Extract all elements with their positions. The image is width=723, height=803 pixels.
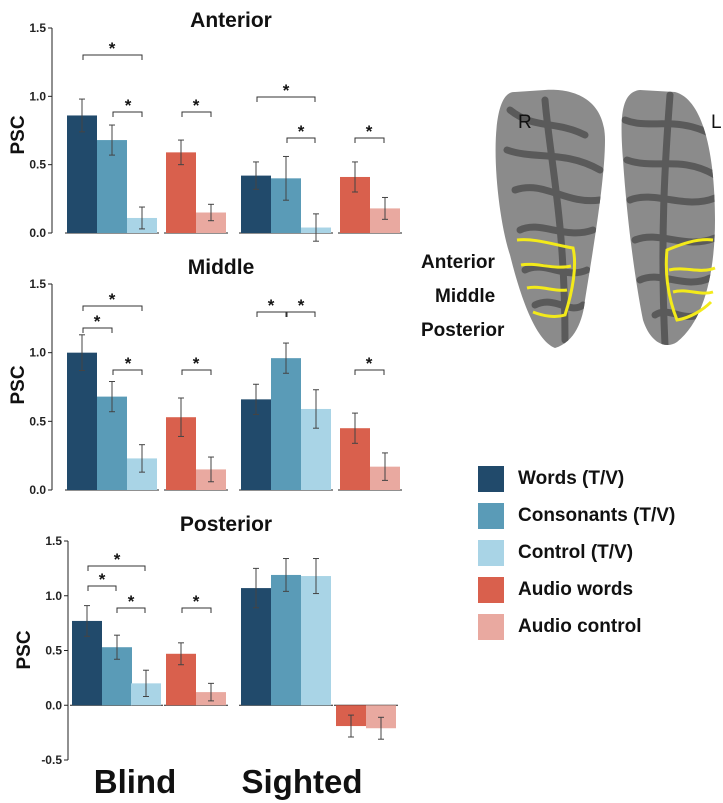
bar — [67, 115, 97, 233]
hemisphere-label-left: L — [711, 112, 722, 133]
legend-swatch — [478, 539, 504, 566]
significance-bracket — [87, 585, 117, 591]
bar — [271, 574, 301, 706]
significance-star: * — [366, 122, 373, 141]
y-tick-label: 0.5 — [29, 414, 46, 428]
bar — [67, 352, 97, 490]
bar — [366, 705, 396, 729]
significance-star: * — [125, 354, 132, 373]
chart-title: Anterior — [190, 9, 272, 32]
y-tick-label: 1.0 — [29, 89, 46, 103]
y-tick-label: 1.5 — [29, 277, 46, 291]
significance-bracket — [112, 111, 143, 117]
brain-surface-image — [495, 89, 716, 348]
y-tick-label: 0.5 — [45, 644, 62, 658]
region-outline-right — [516, 238, 577, 318]
significance-star: * — [109, 39, 116, 58]
group-label-blind: Blind — [94, 763, 176, 800]
significance-star: * — [193, 96, 200, 115]
legend-swatch — [478, 613, 504, 640]
group-label-sighted: Sighted — [242, 763, 363, 800]
legend-label: Control (T/V) — [518, 541, 634, 563]
significance-star: * — [109, 290, 116, 309]
significance-star: * — [193, 592, 200, 611]
significance-star: * — [268, 296, 275, 315]
y-tick-label: 1.5 — [45, 534, 62, 548]
chart-panel-anterior: Anterior 0.0 0.5 1.0 1.5 PSC * * * * * * — [8, 9, 402, 242]
significance-bracket — [286, 311, 316, 317]
significance-bracket — [82, 305, 143, 311]
bar — [166, 152, 196, 233]
significance-bracket — [82, 54, 143, 60]
significance-bracket — [354, 369, 385, 375]
legend-label: Audio words — [518, 578, 634, 600]
significance-bracket — [181, 369, 212, 375]
bar — [301, 576, 331, 706]
significance-bracket — [112, 369, 143, 375]
legend-item-words-tv: Words (T/V) — [478, 460, 675, 497]
y-axis-label: PSC — [14, 630, 35, 669]
y-tick-label: 1.0 — [45, 589, 62, 603]
y-tick-label: 0.0 — [45, 698, 62, 712]
y-axis-label: PSC — [8, 115, 29, 154]
significance-star: * — [298, 122, 305, 141]
significance-star: * — [99, 570, 106, 589]
legend-swatch — [478, 465, 504, 492]
significance-bracket — [181, 607, 212, 613]
significance-star: * — [114, 550, 121, 569]
region-outline-left — [664, 238, 716, 322]
region-label-anterior: Anterior — [421, 252, 495, 273]
significance-bracket — [82, 327, 113, 333]
significance-bracket — [256, 311, 287, 317]
chart-title: Posterior — [180, 513, 272, 536]
legend-label: Consonants (T/V) — [518, 504, 676, 526]
left-hemisphere-surface — [621, 90, 716, 346]
legend-item-audio-words: Audio words — [478, 571, 675, 608]
bar — [196, 212, 226, 233]
significance-bracket — [354, 137, 385, 143]
brain-illustration: R L Anterior Middle Posterior — [415, 80, 723, 360]
significance-star: * — [366, 354, 373, 373]
legend-label: Audio control — [518, 615, 642, 637]
significance-star: * — [125, 96, 132, 115]
significance-star: * — [298, 296, 305, 315]
legend-swatch — [478, 502, 504, 529]
legend-label: Words (T/V) — [518, 467, 625, 489]
y-tick-label: -0.5 — [41, 753, 62, 767]
significance-star: * — [283, 81, 290, 100]
y-tick-label: 1.5 — [29, 21, 46, 35]
y-axis-label: PSC — [8, 365, 29, 404]
significance-star: * — [94, 312, 101, 331]
legend-item-control-tv: Control (T/V) — [478, 534, 675, 571]
significance-star: * — [128, 592, 135, 611]
chart-panel-middle: Middle 0.0 0.5 1.0 1.5 PSC * * * * * * * — [8, 256, 402, 497]
chart-panel-posterior: Posterior -0.5 0.0 0.5 1.0 1.5 PSC * * * * — [14, 513, 398, 767]
legend-item-consonants-tv: Consonants (T/V) — [478, 497, 675, 534]
significance-bracket — [286, 137, 316, 143]
y-tick-label: 0.5 — [29, 158, 46, 172]
y-tick-label: 0.0 — [29, 226, 46, 240]
legend-swatch — [478, 576, 504, 603]
significance-bracket — [256, 96, 316, 102]
y-tick-label: 1.0 — [29, 346, 46, 360]
significance-bracket — [181, 111, 212, 117]
region-label-middle: Middle — [435, 286, 496, 307]
bar — [271, 358, 301, 490]
region-label-posterior: Posterior — [421, 320, 505, 341]
chart-title: Middle — [188, 256, 255, 279]
significance-star: * — [193, 354, 200, 373]
legend: Words (T/V) Consonants (T/V) Control (T/… — [478, 460, 675, 645]
significance-bracket — [116, 607, 146, 613]
significance-bracket — [87, 565, 146, 571]
y-tick-label: 0.0 — [29, 483, 46, 497]
hemisphere-label-right: R — [518, 112, 532, 133]
legend-item-audio-control: Audio control — [478, 608, 675, 645]
right-hemisphere-surface — [495, 89, 605, 348]
